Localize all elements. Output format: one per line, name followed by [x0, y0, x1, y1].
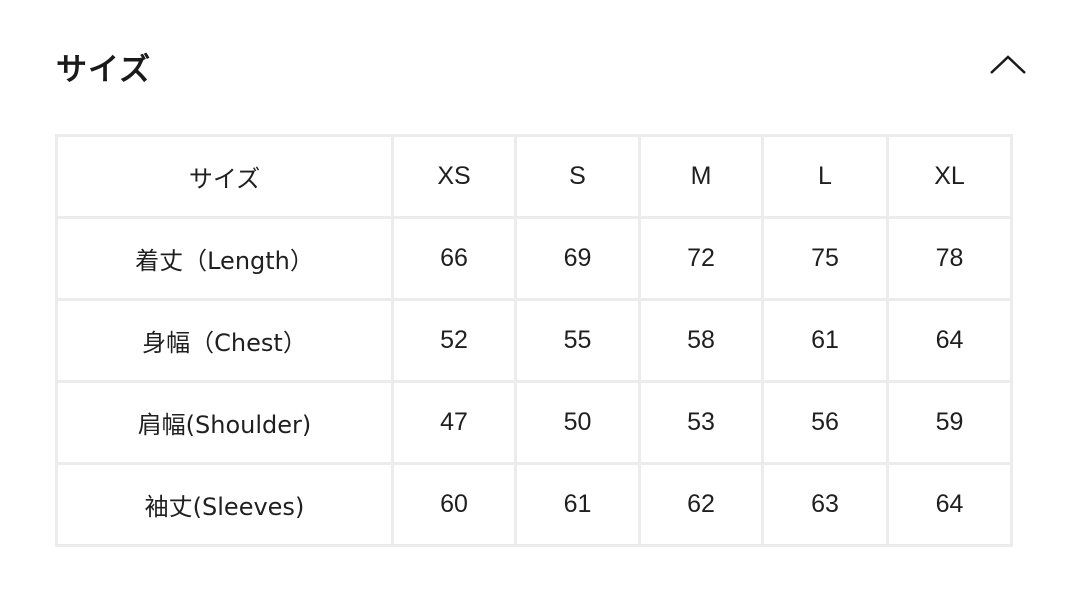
value-cell: 60	[391, 462, 517, 547]
value-cell: 63	[761, 462, 889, 547]
row-label-cell: 肩幅(Shoulder)	[55, 380, 394, 465]
value-cell: 75	[761, 216, 889, 301]
section-title: サイズ	[56, 52, 152, 88]
value-cell: 78	[886, 216, 1013, 301]
value-cell: 47	[391, 380, 517, 465]
header-cell: M	[638, 134, 764, 219]
value-cell: 50	[514, 380, 641, 465]
table-row: 袖丈(Sleeves) 60 61 62 63 64	[55, 462, 1013, 547]
value-cell: 69	[514, 216, 641, 301]
value-cell: 55	[514, 298, 641, 383]
value-cell: 58	[638, 298, 764, 383]
collapse-toggle-button[interactable]	[986, 48, 1030, 82]
value-cell: 62	[638, 462, 764, 547]
value-cell: 53	[638, 380, 764, 465]
header-cell: サイズ	[55, 134, 394, 219]
header-cell: L	[761, 134, 889, 219]
value-cell: 64	[886, 298, 1013, 383]
table-header-row: サイズ XS S M L XL	[55, 134, 1013, 219]
header-cell: XL	[886, 134, 1013, 219]
chevron-up-icon	[990, 55, 1026, 74]
row-label-cell: 着丈（Length）	[55, 216, 394, 301]
header-cell: S	[514, 134, 641, 219]
value-cell: 61	[761, 298, 889, 383]
value-cell: 72	[638, 216, 764, 301]
value-cell: 52	[391, 298, 517, 383]
row-label-cell: 身幅（Chest）	[55, 298, 394, 383]
value-cell: 66	[391, 216, 517, 301]
value-cell: 64	[886, 462, 1013, 547]
value-cell: 61	[514, 462, 641, 547]
row-label-cell: 袖丈(Sleeves)	[55, 462, 394, 547]
table-row: 肩幅(Shoulder) 47 50 53 56 59	[55, 380, 1013, 465]
size-table: サイズ XS S M L XL 着丈（Length） 66 69 72 75 78 身幅（Chest） 5…	[55, 134, 1013, 547]
header-cell: XS	[391, 134, 517, 219]
value-cell: 56	[761, 380, 889, 465]
table-row: 身幅（Chest） 52 55 58 61 64	[55, 298, 1013, 383]
value-cell: 59	[886, 380, 1013, 465]
table-row: 着丈（Length） 66 69 72 75 78	[55, 216, 1013, 301]
